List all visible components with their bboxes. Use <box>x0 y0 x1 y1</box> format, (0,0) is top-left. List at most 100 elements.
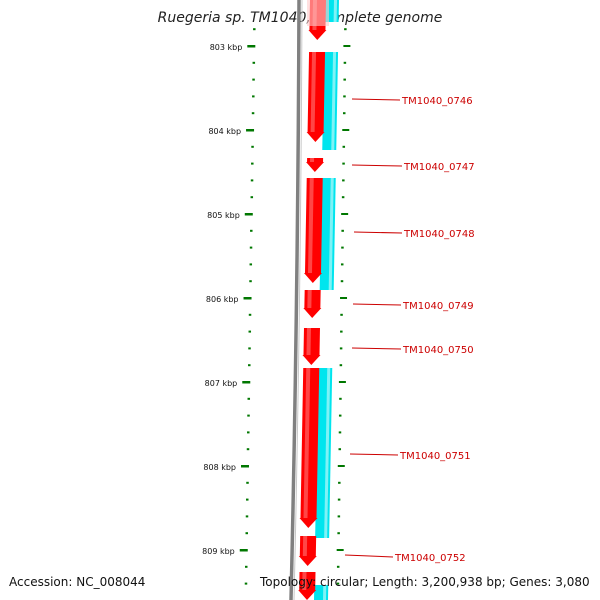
right-minor-tick <box>344 28 347 31</box>
forward-gene-arrow <box>306 158 325 172</box>
major-tick <box>242 381 251 384</box>
major-tick <box>246 129 255 132</box>
forward-gene-arrow <box>303 290 322 318</box>
right-minor-tick <box>343 61 347 64</box>
right-minor-tick <box>341 196 345 199</box>
right-minor-tick <box>341 246 344 249</box>
major-tick <box>243 297 252 300</box>
right-major-tick <box>341 213 349 215</box>
minor-tick <box>249 246 253 249</box>
forward-gene-shine <box>306 328 311 355</box>
right-major-tick <box>336 549 344 551</box>
forward-gene-shine <box>307 178 314 273</box>
tick-label: 806 kbp <box>206 295 239 304</box>
backbone-layer <box>289 0 303 600</box>
gene-label: TM1040_0748 <box>403 229 475 240</box>
right-major-tick <box>343 45 351 47</box>
minor-tick <box>250 229 253 232</box>
gene-label-leader <box>353 231 403 234</box>
gene-label: TM1040_0751 <box>399 451 471 462</box>
minor-tick <box>247 431 250 434</box>
minor-tick <box>248 364 251 367</box>
minor-tick <box>248 330 252 333</box>
minor-tick <box>250 196 254 199</box>
genome-backbone-highlight <box>293 0 303 600</box>
forward-strand-layer <box>298 0 329 600</box>
right-minor-tick <box>339 347 343 350</box>
forward-gene-shine <box>302 536 308 556</box>
major-tick <box>241 465 250 468</box>
forward-gene-shine <box>310 52 317 132</box>
minor-tick <box>251 162 254 165</box>
tick-label: 803 kbp <box>210 43 243 52</box>
tick-label: 807 kbp <box>205 379 238 388</box>
minor-tick <box>250 179 254 182</box>
minor-tick <box>247 414 250 417</box>
topology-text: Topology: circular; Length: 3,200,938 bp… <box>260 575 590 589</box>
forward-gene-arrow <box>302 328 321 365</box>
reverse-gene-shine <box>331 52 337 150</box>
major-tick <box>244 213 253 216</box>
minor-tick <box>246 448 250 451</box>
right-minor-tick <box>337 515 341 518</box>
right-minor-tick <box>342 112 346 115</box>
forward-highlight-band <box>307 0 329 26</box>
gene-label-layer: TM1040_0746 TM1040_0747 TM1040_0748 TM1040_… <box>344 96 475 564</box>
right-minor-tick <box>340 263 344 266</box>
forward-gene-shine <box>303 368 311 518</box>
minor-tick <box>245 515 249 518</box>
forward-gene-shine <box>310 158 315 162</box>
reverse-gene-shine <box>324 368 331 538</box>
right-major-tick <box>337 465 345 467</box>
right-minor-tick <box>342 179 345 182</box>
gene-label: TM1040_0746 <box>401 96 473 107</box>
right-minor-tick <box>338 481 341 484</box>
major-tick <box>247 45 256 48</box>
reverse-gene-shine <box>323 585 327 600</box>
gene-label-leader <box>352 303 402 306</box>
minor-tick <box>252 95 255 98</box>
minor-tick <box>252 78 255 81</box>
right-minor-tick <box>338 448 342 451</box>
tick-layer: 803 kbp 804 kbp 805 kbp 806 kbp 807 kbp 808 k… <box>202 28 351 585</box>
right-minor-tick <box>337 498 341 501</box>
gene-label-leader <box>351 164 403 167</box>
gene-label-leader <box>351 347 402 350</box>
gene-label-leader <box>351 98 401 101</box>
minor-tick <box>244 582 248 585</box>
forward-gene-shine <box>307 290 312 308</box>
minor-tick <box>249 280 252 283</box>
minor-tick <box>251 112 255 115</box>
genome-backbone <box>289 0 301 600</box>
minor-tick <box>248 347 251 350</box>
right-minor-tick <box>336 565 340 568</box>
right-major-tick <box>338 381 346 383</box>
right-minor-tick <box>340 313 343 316</box>
accession-text: Accession: NC_008044 <box>9 575 146 589</box>
forward-gene-arrow <box>298 536 317 566</box>
right-minor-tick <box>336 582 340 585</box>
right-major-tick <box>340 297 348 299</box>
minor-tick <box>253 28 256 31</box>
gene-label-leader <box>344 554 394 558</box>
tick-label: 809 kbp <box>202 547 235 556</box>
right-minor-tick <box>342 145 346 148</box>
gene-label: TM1040_0752 <box>394 553 466 564</box>
gene-label-leader <box>349 453 399 456</box>
right-minor-tick <box>340 330 343 333</box>
gene-label: TM1040_0747 <box>403 162 475 173</box>
minor-tick <box>246 481 249 484</box>
reverse-gene-shine <box>333 0 337 22</box>
minor-tick <box>249 263 253 266</box>
forward-gene-shine <box>302 572 307 590</box>
right-minor-tick <box>339 397 342 400</box>
minor-tick <box>246 498 249 501</box>
tick-label: 804 kbp <box>208 127 241 136</box>
minor-tick <box>244 565 248 568</box>
forward-gene-arrow <box>306 52 326 142</box>
reverse-gene-shine <box>328 178 334 290</box>
right-minor-tick <box>341 229 344 232</box>
right-minor-tick <box>340 280 344 283</box>
